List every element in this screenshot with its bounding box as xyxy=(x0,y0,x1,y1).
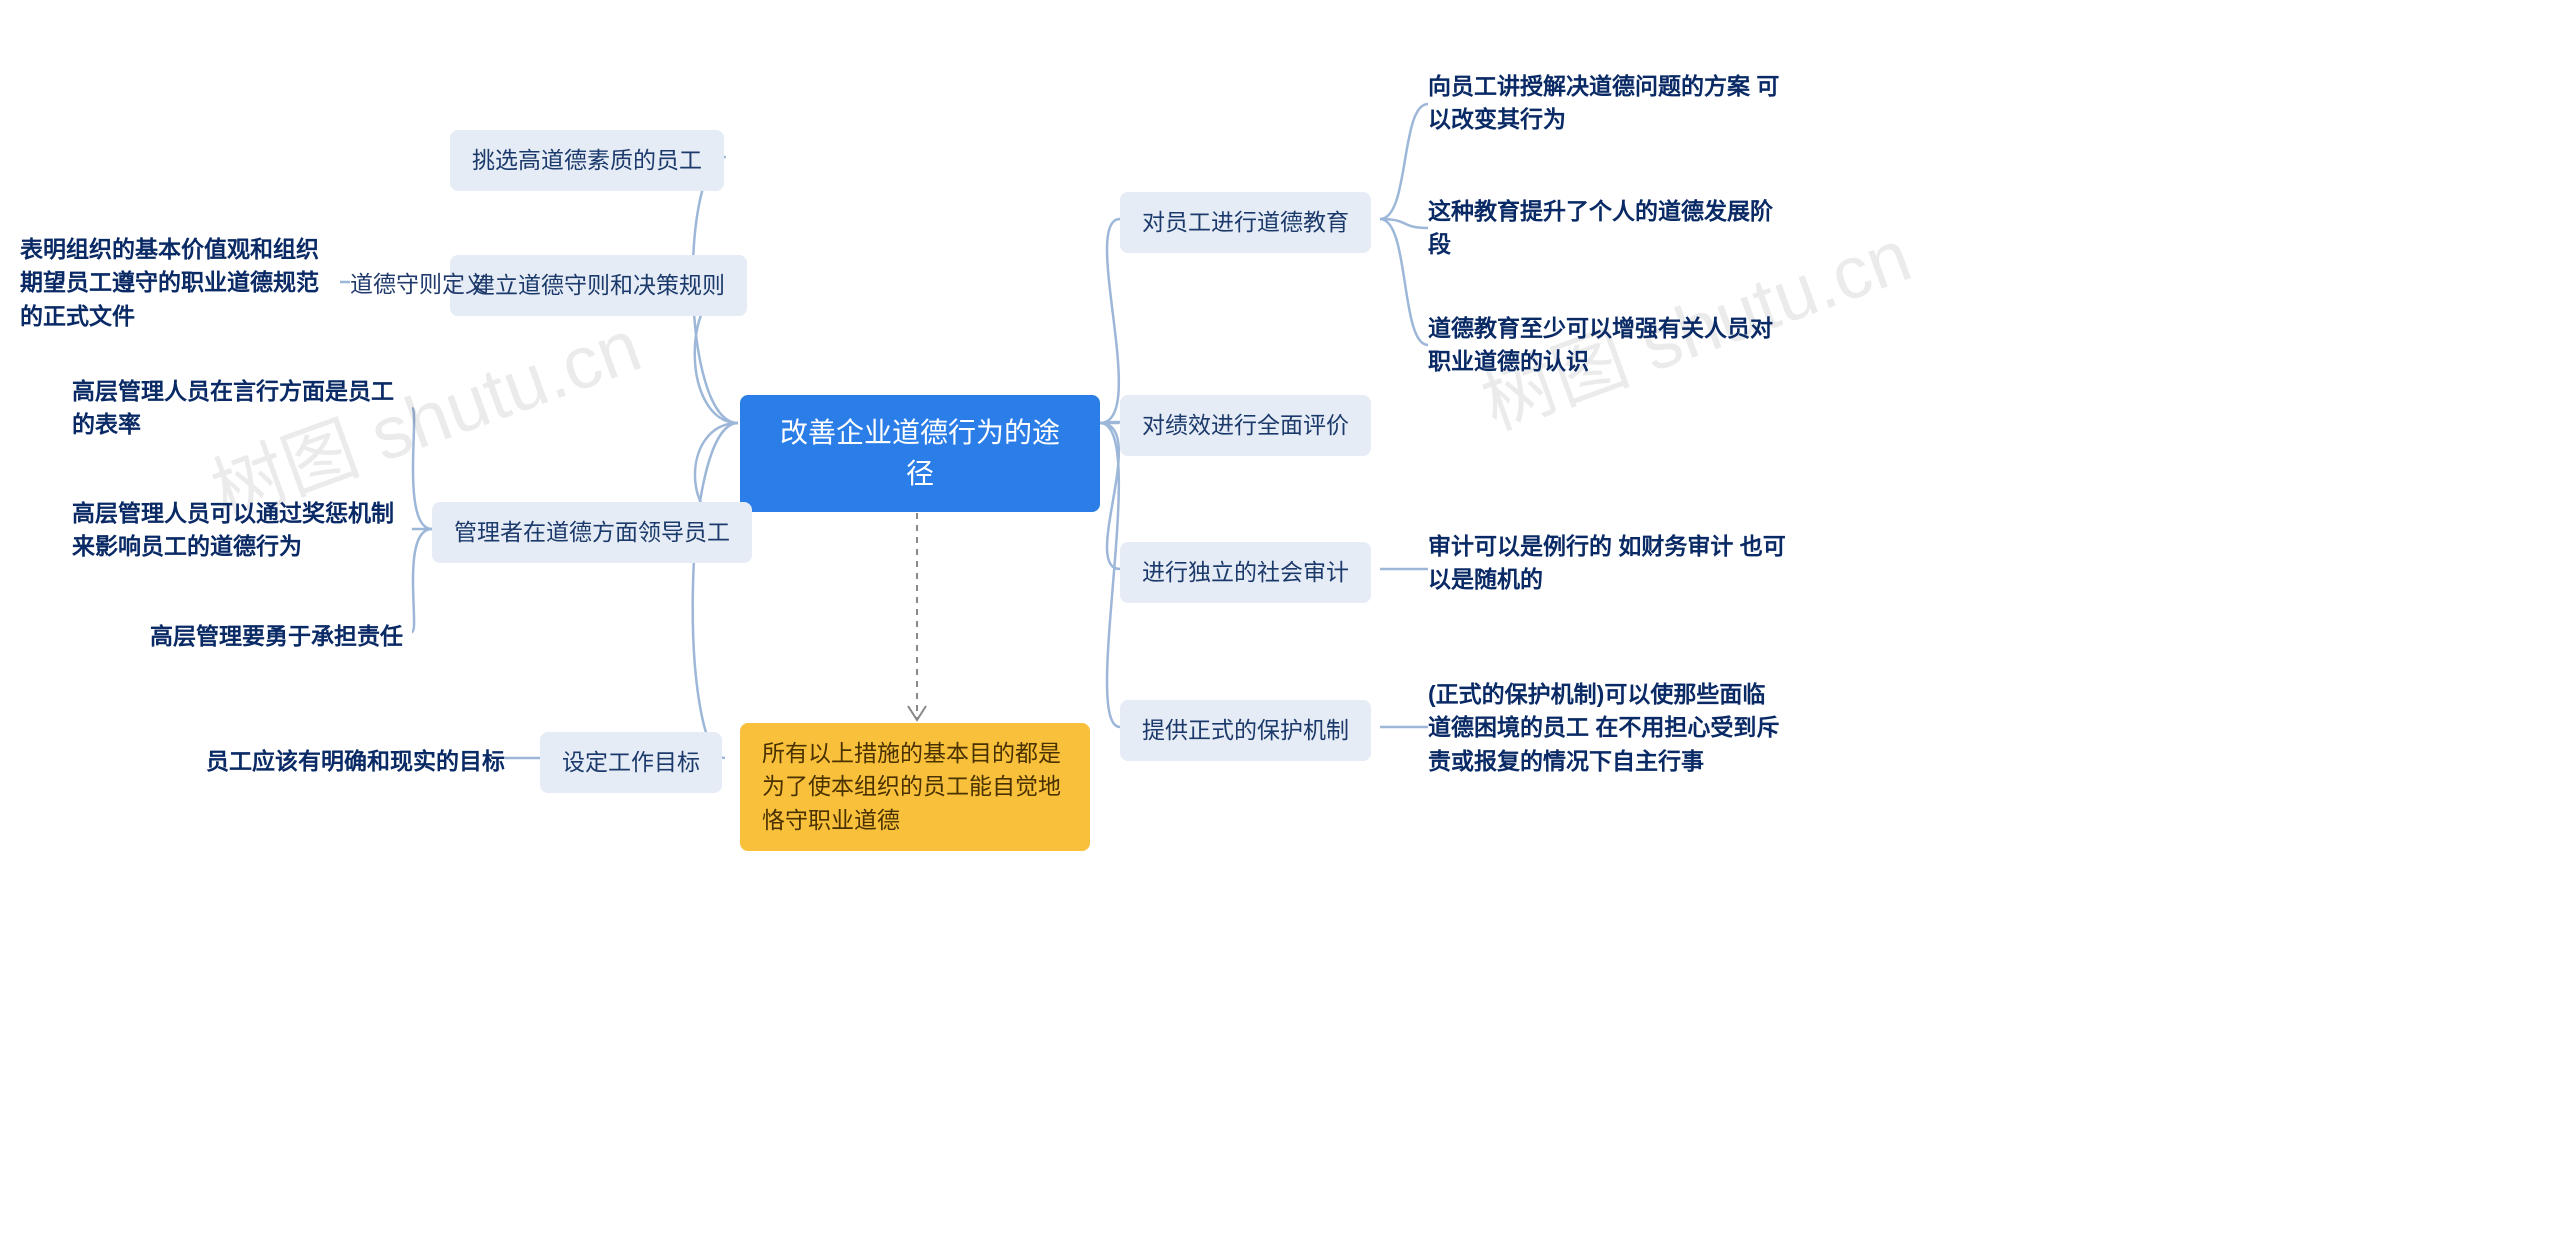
conn xyxy=(412,529,432,632)
leaf-right-0-2: 道德教育至少可以增强有关人员对职业道德的认识 xyxy=(1428,312,1788,379)
leaf-right-0-1: 这种教育提升了个人的道德发展阶段 xyxy=(1428,195,1788,262)
conn xyxy=(1380,219,1428,345)
branch-left-0: 挑选高道德素质的员工 xyxy=(450,130,724,191)
branch-right-2: 进行独立的社会审计 xyxy=(1120,542,1371,603)
branch-right-1: 对绩效进行全面评价 xyxy=(1120,395,1371,456)
conn xyxy=(1100,423,1120,727)
branch-left-2: 管理者在道德方面领导员工 xyxy=(432,502,752,563)
leaf-right-3-0: (正式的保护机制)可以使那些面临道德困境的员工 在不用担心受到斥责或报复的情况下… xyxy=(1428,678,1788,778)
leaf-right-2-0: 审计可以是例行的 如财务审计 也可以是随机的 xyxy=(1428,530,1788,597)
branch-right-3: 提供正式的保护机制 xyxy=(1120,700,1371,761)
leaf-left-3-0: 员工应该有明确和现实的目标 xyxy=(200,745,505,778)
conn xyxy=(1380,104,1428,219)
leaf-left-1-0-0: 表明组织的基本价值观和组织期望员工遵守的职业道德规范的正式文件 xyxy=(20,233,340,333)
conn xyxy=(1380,219,1428,228)
center-node: 改善企业道德行为的途径 xyxy=(740,395,1100,512)
conn xyxy=(1100,423,1120,569)
plain-left-1-0: 道德守则定义 xyxy=(350,268,500,301)
conn xyxy=(1100,422,1120,423)
arrow-head xyxy=(908,706,926,720)
conn xyxy=(1100,219,1120,423)
leaf-left-2-2: 高层管理要勇于承担责任 xyxy=(150,620,410,653)
leaf-left-2-1: 高层管理人员可以通过奖惩机制来影响员工的道德行为 xyxy=(72,497,412,564)
branch-left-3: 设定工作目标 xyxy=(540,732,722,793)
conn xyxy=(693,423,738,758)
note-node: 所有以上措施的基本目的都是为了使本组织的员工能自觉地恪守职业道德 xyxy=(740,723,1090,851)
leaf-right-0-0: 向员工讲授解决道德问题的方案 可以改变其行为 xyxy=(1428,70,1788,137)
branch-right-0: 对员工进行道德教育 xyxy=(1120,192,1371,253)
conn xyxy=(412,408,432,529)
leaf-left-2-0: 高层管理人员在言行方面是员工的表率 xyxy=(72,375,412,442)
